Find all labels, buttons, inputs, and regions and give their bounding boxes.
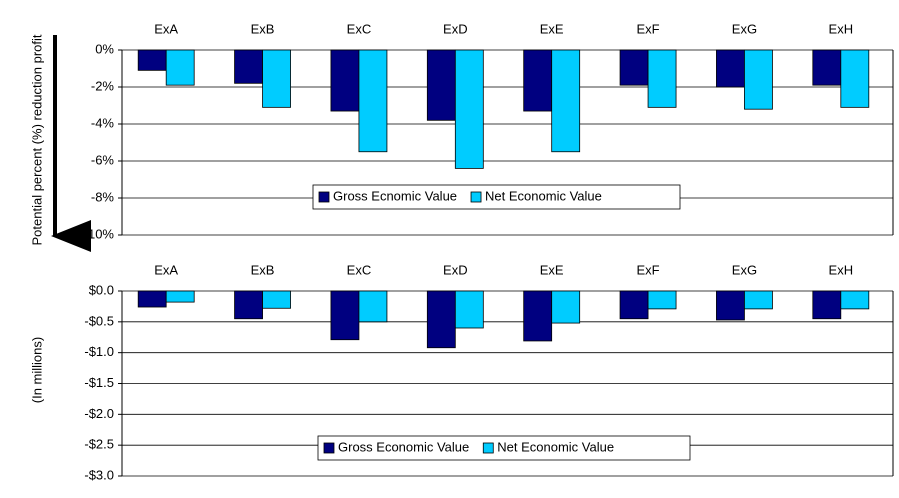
legend-swatch [323, 442, 335, 454]
x-tick-label: ExA [154, 21, 178, 36]
y-axis-label: (In millions) [29, 337, 44, 403]
legend-label: Gross Economic Value [338, 439, 469, 454]
bar [330, 290, 360, 341]
bar [647, 49, 677, 108]
bar [234, 49, 263, 84]
bar [234, 290, 263, 320]
bar [619, 49, 649, 86]
bar [744, 290, 773, 310]
x-tick-label: ExD [443, 21, 468, 36]
bar [812, 290, 842, 320]
legend-swatch [318, 191, 330, 203]
y-axis-label: Potential percent (%) reduction profit [29, 34, 44, 245]
bar [840, 49, 870, 108]
bar [716, 49, 745, 88]
x-tick-label: ExA [154, 262, 178, 277]
bar [358, 49, 388, 153]
bar [523, 49, 553, 112]
x-tick-label: ExC [347, 21, 372, 36]
bar [454, 49, 484, 169]
x-tick-label: ExE [540, 21, 564, 36]
legend-label: Gross Ecnomic Value [333, 188, 457, 203]
y-tick-label: 0% [95, 41, 114, 56]
y-tick-label: -$3.0 [84, 467, 114, 482]
bar [426, 290, 456, 349]
bar [137, 290, 167, 308]
y-tick-label: -8% [91, 189, 115, 204]
bar [551, 290, 581, 324]
bar [262, 290, 291, 309]
legend-label: Net Economic Value [497, 439, 614, 454]
y-tick-label: -$0.5 [84, 313, 114, 328]
bar [647, 290, 677, 310]
legend-box [312, 184, 681, 210]
bar [165, 290, 195, 303]
x-tick-label: ExC [347, 262, 372, 277]
y-tick-label: -4% [91, 115, 115, 130]
y-tick-label: -6% [91, 152, 115, 167]
bar [523, 290, 553, 342]
legend-box [317, 435, 691, 461]
bar [165, 49, 195, 86]
y-tick-label: -$2.0 [84, 406, 114, 421]
bar [744, 49, 773, 110]
bar [262, 49, 291, 108]
bar [454, 290, 484, 329]
bar [330, 49, 360, 112]
y-tick-label: -$1.0 [84, 344, 114, 359]
y-tick-label: -$2.5 [84, 437, 114, 452]
bar [551, 49, 581, 153]
x-tick-label: ExH [829, 21, 854, 36]
x-tick-label: ExH [829, 262, 854, 277]
x-tick-label: ExF [637, 21, 660, 36]
y-tick-label: $0.0 [89, 282, 114, 297]
y-tick-label: -2% [91, 78, 115, 93]
x-tick-label: ExB [251, 21, 275, 36]
x-tick-label: ExE [540, 262, 564, 277]
legend-swatch [470, 191, 482, 203]
bar [619, 290, 649, 320]
x-tick-label: ExG [732, 21, 757, 36]
y-tick-label: -10% [84, 226, 115, 241]
x-tick-label: ExB [251, 262, 275, 277]
bar [358, 290, 388, 323]
bar [426, 49, 456, 121]
bar [812, 49, 842, 86]
legend-swatch [482, 442, 494, 454]
x-tick-label: ExG [732, 262, 757, 277]
bar [137, 49, 167, 71]
bar [716, 290, 745, 321]
y-tick-label: -$1.5 [84, 375, 114, 390]
legend-label: Net Economic Value [485, 188, 602, 203]
x-tick-label: ExF [637, 262, 660, 277]
bar [840, 290, 870, 310]
x-tick-label: ExD [443, 262, 468, 277]
